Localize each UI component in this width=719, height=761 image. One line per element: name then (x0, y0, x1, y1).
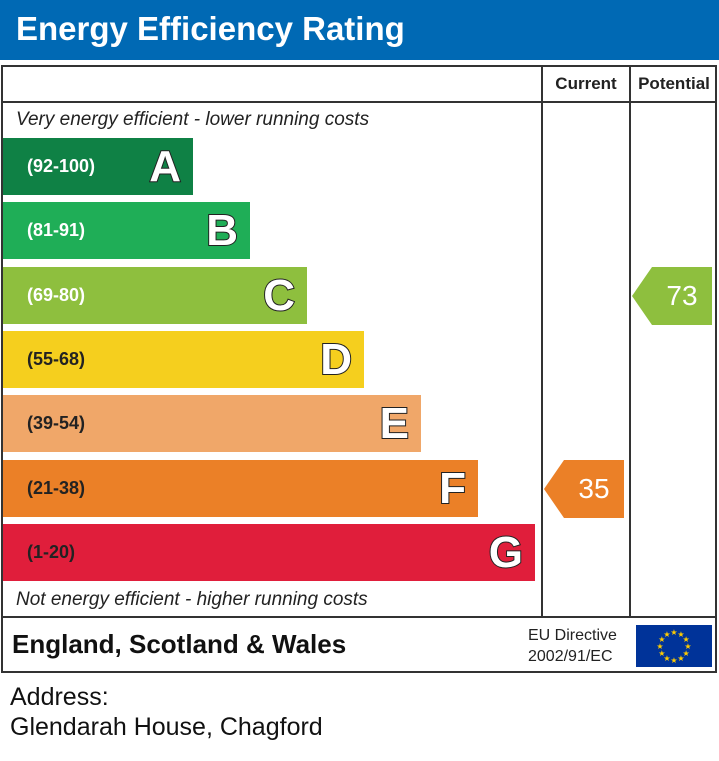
footer-divider (1, 616, 717, 618)
band-letter: B (205, 205, 239, 256)
top-note: Very energy efficient - lower running co… (16, 109, 370, 130)
band-e: (39-54) E (3, 395, 421, 453)
potential-rating-arrow: 73 (632, 266, 712, 325)
divider-potential (629, 65, 631, 618)
band-letter: A (148, 141, 182, 192)
eu-star-icon: ★ (663, 654, 670, 663)
band-range-label: (81-91) (27, 220, 86, 241)
eu-star-icon: ★ (683, 635, 690, 644)
eu-star-icon: ★ (684, 642, 691, 651)
band-range-label: (55-68) (27, 348, 86, 369)
band-range-label: (21-38) (27, 477, 86, 498)
band-range-label: (69-80) (27, 284, 86, 305)
band-c: (69-80) C (3, 266, 307, 324)
eu-star-icon: ★ (683, 649, 690, 658)
eu-directive-line1: EU Directive (528, 627, 617, 644)
address-value: Glendarah House, Chagford (10, 713, 323, 741)
eu-star-icon: ★ (663, 630, 670, 639)
eu-star-icon: ★ (677, 630, 684, 639)
band-f: (21-38) F (3, 459, 478, 517)
band-b: (81-91) B (3, 202, 250, 260)
potential-arrow-shape (632, 266, 712, 325)
band-g: (1-20) G (3, 523, 535, 581)
band-range-label: (39-54) (27, 413, 86, 434)
eu-star-icon: ★ (656, 642, 663, 651)
eu-star-icon: ★ (658, 635, 665, 644)
bottom-note: Not energy efficient - higher running co… (16, 589, 368, 610)
band-letter: F (438, 463, 467, 514)
band-range-label: (92-100) (27, 156, 96, 176)
potential-rating-value: 73 (666, 279, 698, 311)
eu-directive-line2: 2002/91/EC (528, 648, 613, 665)
band-a: (92-100) A (3, 138, 193, 195)
region-label: England, Scotland & Wales (12, 629, 347, 659)
band-letter: G (488, 527, 524, 578)
divider-current (541, 65, 543, 618)
header-divider (1, 101, 717, 103)
chart-title: Energy Efficiency Rating (16, 10, 405, 47)
title-bar: Energy Efficiency Rating (0, 0, 719, 60)
band-range-label: (1-20) (27, 541, 76, 562)
eu-star-icon: ★ (670, 656, 677, 665)
band-d: (55-68) D (3, 330, 364, 388)
address-label: Address: (10, 683, 109, 711)
current-rating-arrow: 35 (544, 459, 624, 518)
current-rating-value: 35 (578, 472, 610, 504)
current-arrow-shape (544, 459, 624, 518)
current-column-header: Current (555, 74, 617, 93)
eu-star-icon: ★ (670, 628, 677, 637)
eu-star-icon: ★ (658, 649, 665, 658)
band-letter: E (379, 398, 410, 449)
chart-frame (1, 65, 717, 673)
potential-column-header: Potential (638, 74, 710, 93)
band-letter: C (262, 270, 296, 321)
eu-star-icon: ★ (677, 654, 684, 663)
eu-flag-icon: ★ ★ ★ ★ ★ ★ ★ ★ ★ ★ ★ ★ (636, 625, 712, 667)
band-letter: D (319, 334, 353, 385)
